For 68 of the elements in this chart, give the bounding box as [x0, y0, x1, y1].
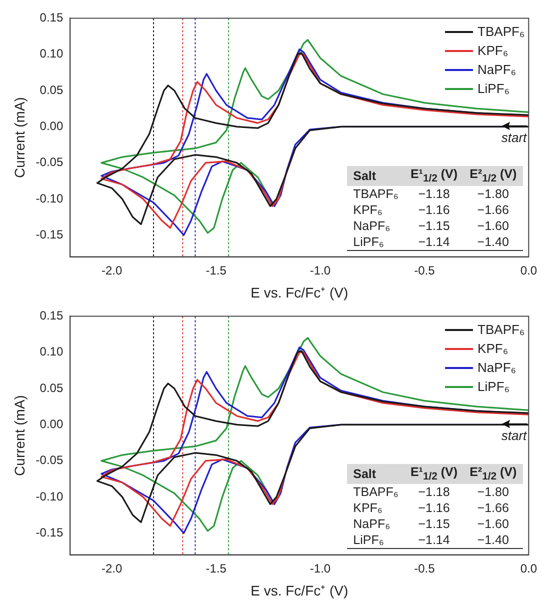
legend-label: LiPF₆ — [478, 378, 510, 396]
x-tick-label: -2.0 — [101, 263, 122, 278]
legend-label: KPF₆ — [478, 42, 508, 60]
annotation: KPF₆ — [352, 500, 384, 516]
annotation: −1.80 — [476, 186, 510, 202]
y-tick-label: -0.10 — [36, 191, 64, 206]
annotation: E²$_{1/2}$ (V) — [468, 464, 518, 484]
y-tick-label: -0.05 — [36, 453, 64, 468]
y-tick-label: 0.00 — [40, 118, 64, 133]
annotation: −1.15 — [417, 516, 451, 532]
annotation: −1.15 — [417, 218, 451, 234]
annotation: E¹$_{1/2}$ (V) — [409, 464, 459, 484]
legend-label: TBAPF₆ — [478, 23, 525, 42]
y-tick-label: -0.15 — [36, 525, 64, 540]
annotation: −1.16 — [417, 202, 451, 218]
annotation: LiPF₆ — [352, 234, 385, 250]
annotation: −1.18 — [417, 484, 451, 500]
annotation: −1.66 — [476, 202, 510, 218]
legend-label: KPF₆ — [478, 340, 508, 358]
y-tick-label: 0.10 — [40, 344, 64, 359]
y-axis-title: Current (mA) — [11, 395, 28, 476]
annotation: −1.14 — [417, 234, 451, 250]
annotation: start — [501, 130, 527, 145]
annotation: E²$_{1/2}$ (V) — [468, 166, 518, 186]
annotation: −1.60 — [476, 218, 510, 234]
legend-label: LiPF₆ — [478, 80, 510, 98]
y-tick-label: 0.05 — [40, 380, 64, 395]
annotation: E¹$_{1/2}$ (V) — [409, 166, 459, 186]
legend-label: NaPF₆ — [478, 61, 516, 80]
annotation: TBAPF₆ — [352, 186, 400, 202]
annotation: −1.60 — [476, 516, 510, 532]
annotation: LiPF₆ — [352, 532, 385, 548]
x-tick-label: -1.5 — [206, 263, 227, 278]
x-axis-title: E vs. Fc/Fc⁺ (V) — [250, 284, 348, 300]
x-tick-label: -1.5 — [206, 561, 227, 576]
x-tick-label: -1.0 — [310, 263, 331, 278]
legend-label: NaPF₆ — [478, 359, 516, 378]
annotation: −1.16 — [417, 500, 451, 516]
annotation: −1.80 — [476, 484, 510, 500]
y-tick-label: -0.15 — [36, 227, 64, 242]
x-tick-label: -1.0 — [310, 561, 331, 576]
y-tick-label: 0.15 — [40, 10, 64, 25]
x-tick-label: -0.5 — [414, 561, 436, 576]
annotation: −1.66 — [476, 500, 510, 516]
annotation: −1.40 — [476, 532, 510, 548]
y-tick-label: -0.10 — [36, 489, 64, 504]
x-tick-label: -2.0 — [101, 561, 122, 576]
annotation: −1.14 — [417, 532, 451, 548]
y-tick-label: 0.05 — [40, 82, 64, 97]
y-tick-label: 0.10 — [40, 46, 64, 61]
annotation: −1.18 — [417, 186, 451, 202]
legend-label: TBAPF₆ — [478, 321, 525, 340]
x-axis-title: E vs. Fc/Fc⁺ (V) — [250, 582, 348, 598]
annotation: −1.40 — [476, 234, 510, 250]
annotation: KPF₆ — [352, 202, 384, 218]
x-tick-label: 0.0 — [520, 561, 538, 576]
annotation: start — [501, 428, 527, 443]
y-tick-label: -0.05 — [36, 155, 64, 170]
annotation: Salt — [352, 168, 378, 186]
annotation: Salt — [352, 466, 378, 484]
y-tick-label: 0.00 — [40, 416, 64, 431]
annotation: NaPF₆ — [352, 516, 392, 532]
y-axis-title: Current (mA) — [11, 97, 28, 178]
annotation: NaPF₆ — [352, 218, 392, 234]
y-tick-label: 0.15 — [40, 308, 64, 323]
x-tick-label: -0.5 — [414, 263, 436, 278]
x-tick-label: 0.0 — [520, 263, 538, 278]
annotation: TBAPF₆ — [352, 484, 400, 500]
